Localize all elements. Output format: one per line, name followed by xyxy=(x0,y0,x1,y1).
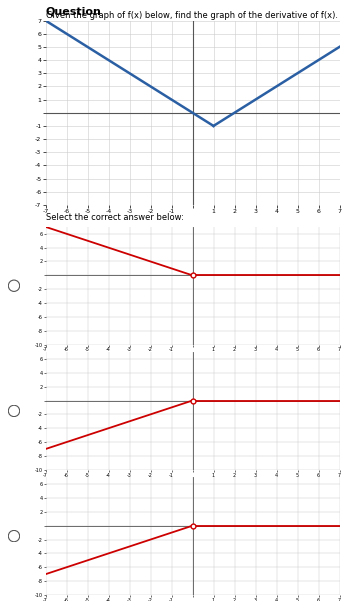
Text: Select the correct answer below:: Select the correct answer below: xyxy=(46,213,183,222)
Text: Question: Question xyxy=(46,6,102,16)
Text: Given the graph of f(x) below, find the graph of the derivative of f(x).: Given the graph of f(x) below, find the … xyxy=(46,11,337,20)
